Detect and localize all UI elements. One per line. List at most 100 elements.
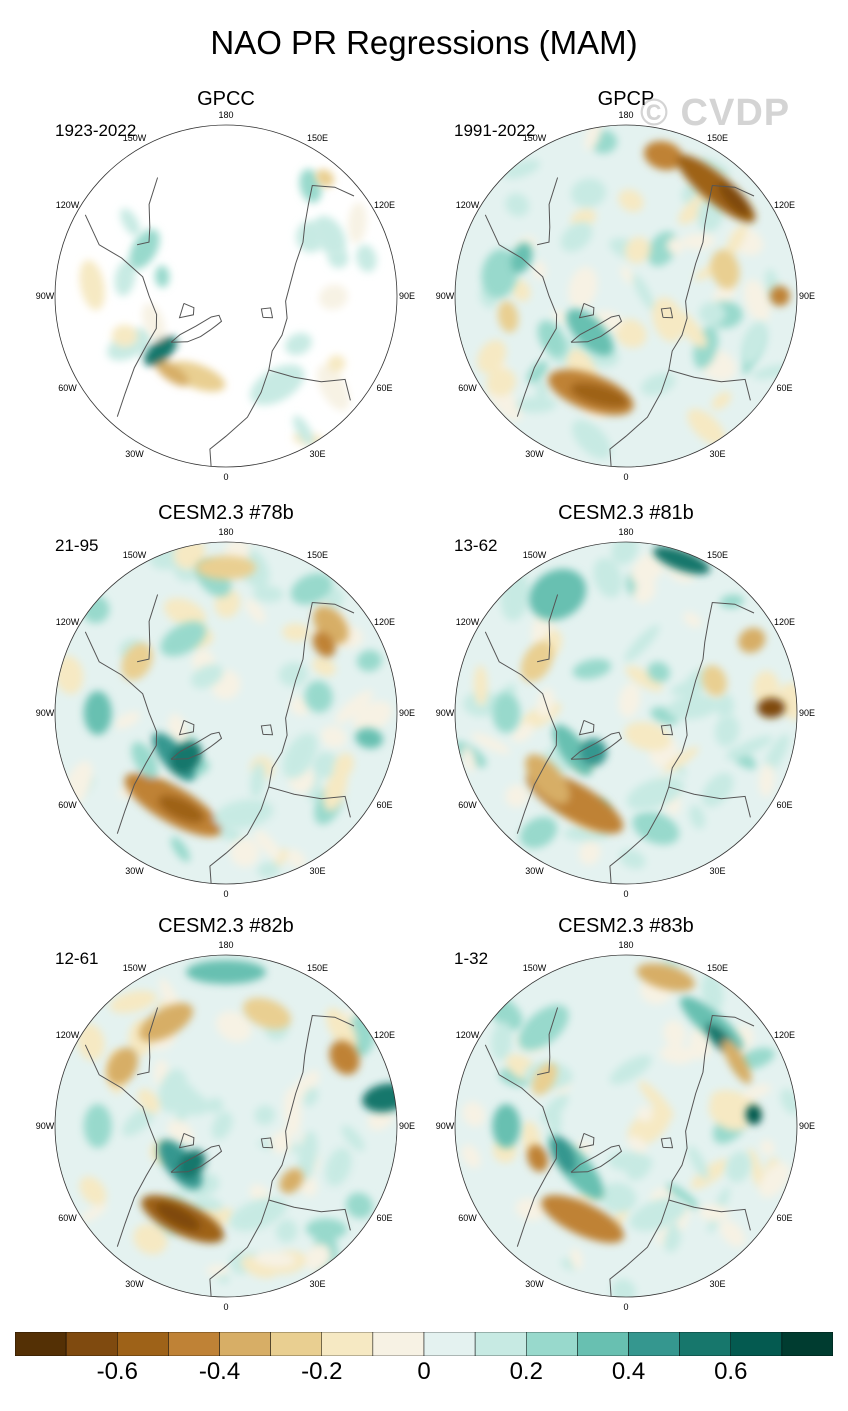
anomaly-blob	[158, 795, 205, 824]
field-patch	[79, 1176, 107, 1206]
coastline	[209, 786, 270, 884]
field-patch	[109, 990, 157, 1014]
field-patch	[688, 1145, 709, 1180]
panel-period: 12-61	[55, 949, 99, 968]
polar-map	[454, 954, 798, 1298]
field-patch	[600, 1182, 637, 1213]
anomaly-blob	[168, 361, 226, 392]
coastline	[668, 1199, 751, 1231]
coastline	[609, 1199, 670, 1297]
field-patch	[245, 598, 266, 623]
field-patch	[356, 650, 382, 672]
anomaly-blob	[160, 621, 207, 657]
longitude-label: 150W	[122, 132, 147, 143]
field-patch	[274, 848, 288, 867]
anomaly-blob	[129, 229, 160, 269]
field-patch	[290, 573, 333, 605]
field-patch	[284, 332, 312, 356]
field-patch	[593, 557, 623, 598]
coastline	[660, 1137, 674, 1149]
longitude-label: 120E	[373, 199, 395, 210]
field-patch	[282, 623, 311, 642]
anomaly-blob	[196, 555, 256, 580]
field-patch	[632, 273, 655, 311]
anomaly-blob	[131, 741, 158, 779]
field-patch	[570, 208, 597, 228]
colorbar-swatch	[372, 1332, 425, 1356]
colorbar-swatch	[117, 1332, 169, 1356]
coastline	[570, 314, 623, 343]
anomaly-blob	[282, 732, 318, 779]
cvdp-watermark: © CVDP	[640, 92, 791, 134]
coastline	[668, 369, 751, 401]
longitude-label: 150W	[522, 962, 547, 973]
anomaly-blob	[551, 1136, 577, 1174]
field-patch	[122, 1105, 156, 1137]
coastline	[484, 631, 558, 834]
colorbar-tick-label: 0	[417, 1358, 431, 1385]
longitude-label: 30W	[125, 1279, 144, 1290]
longitude-label: 90E	[398, 1121, 416, 1131]
longitude-label: 120W	[455, 1029, 480, 1040]
field-patch	[618, 682, 641, 718]
longitude-label: 120E	[773, 616, 795, 627]
field-patch	[609, 1055, 652, 1085]
anomaly-blob	[106, 1047, 139, 1085]
coastline	[578, 719, 595, 736]
panel-title: CESM2.3 #83b	[558, 915, 694, 937]
anomaly-blob	[518, 1004, 569, 1051]
colorbar-swatch	[15, 1332, 67, 1356]
anomaly-blob	[497, 300, 519, 333]
field-patch	[619, 849, 646, 870]
longitude-label: 150E	[306, 549, 329, 560]
coastline	[268, 1199, 351, 1231]
field-patch	[633, 579, 656, 604]
field-patch	[345, 1192, 373, 1219]
field-patch	[120, 208, 141, 236]
field-patch	[252, 585, 284, 603]
coastline	[536, 594, 559, 663]
anomaly-blob	[552, 724, 593, 776]
field-patch	[698, 302, 726, 326]
map-border	[454, 541, 798, 885]
longitude-label: 0	[223, 472, 229, 482]
anomaly-blob	[492, 693, 521, 733]
longitude-label: 60E	[376, 1212, 393, 1223]
field-patch	[571, 419, 612, 460]
longitude-label: 180	[218, 940, 234, 950]
anomaly-blob	[83, 691, 112, 735]
longitude-label: 30W	[125, 449, 144, 460]
anomaly-blob	[541, 1195, 624, 1243]
field-patch	[491, 1021, 513, 1061]
longitude-label: 30W	[525, 449, 544, 460]
anomaly-blob	[143, 335, 178, 366]
field-patch	[170, 836, 191, 862]
longitude-label: 60E	[376, 799, 393, 810]
field-patch	[473, 665, 488, 706]
field-patch	[699, 157, 731, 177]
anomaly-blob	[155, 359, 190, 387]
field-patch	[579, 840, 601, 865]
anomaly-blob	[629, 1197, 687, 1232]
longitude-label: 0	[623, 1302, 629, 1312]
field-patch	[211, 1111, 233, 1140]
longitude-label: 150W	[122, 962, 147, 973]
longitude-label: 90W	[35, 291, 55, 301]
anomaly-blob	[329, 1040, 360, 1075]
longitude-label: 150W	[522, 549, 547, 560]
anomaly-blob	[325, 1147, 352, 1187]
field-patch	[163, 598, 206, 628]
anomaly-blob	[640, 373, 676, 396]
anomaly-blob	[312, 631, 336, 658]
anomaly-blob	[481, 248, 518, 299]
anomaly-blob	[570, 382, 629, 408]
colorbar-tick-label: 0.6	[714, 1358, 748, 1385]
field-patch	[607, 1151, 653, 1172]
field-patch	[79, 259, 105, 311]
coastline	[609, 786, 670, 884]
longitude-label: 90W	[435, 291, 455, 301]
coastline	[268, 601, 355, 788]
anomaly-blob	[114, 260, 136, 296]
longitude-label: 150E	[706, 549, 729, 560]
longitude-label: 90E	[398, 291, 416, 301]
